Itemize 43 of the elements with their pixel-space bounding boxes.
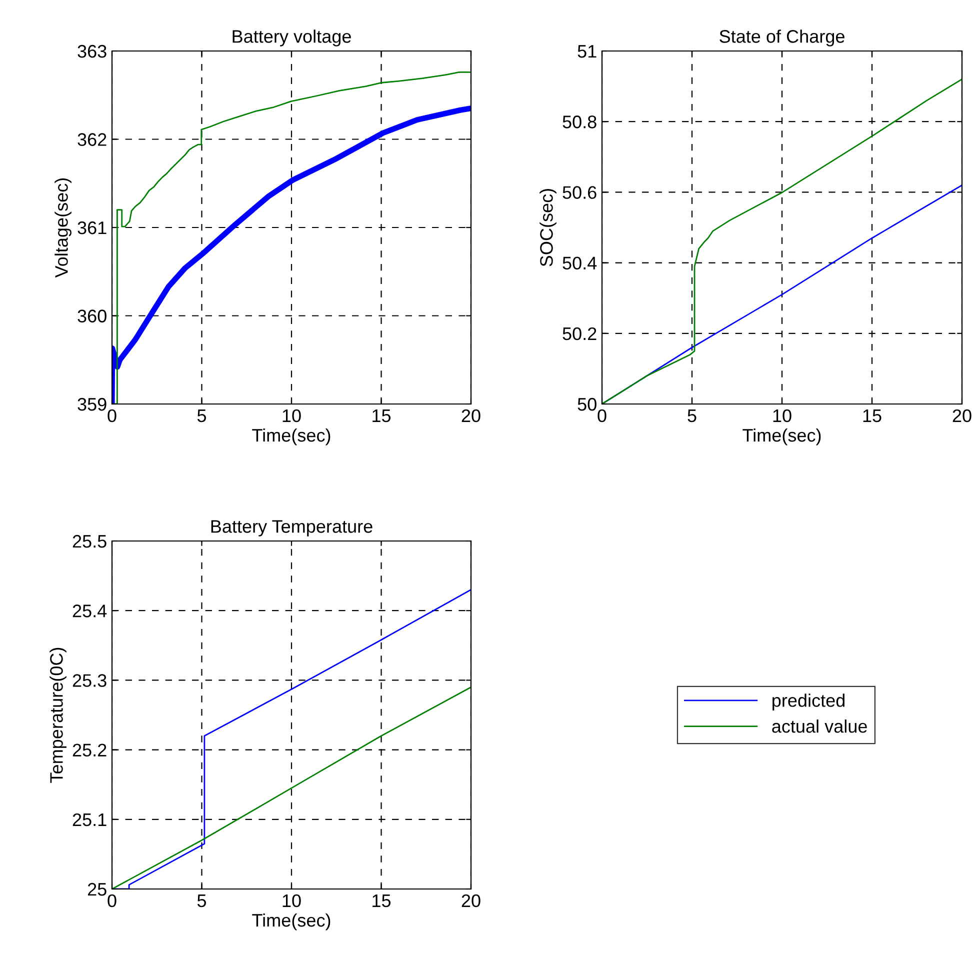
y-tick-label: 25 xyxy=(88,882,106,896)
y-tick-label: 359 xyxy=(78,398,106,411)
y-axis-title: Temperature(0C) xyxy=(50,648,66,783)
x-axis-title: Time(sec) xyxy=(252,428,330,446)
y-tick-label: 50.8 xyxy=(562,116,596,128)
x-tick-label: 5 xyxy=(197,894,206,908)
y-tick-label: 25.4 xyxy=(72,604,107,618)
x-axis-title: Time(sec) xyxy=(252,913,330,930)
legend-label: predicted xyxy=(772,694,844,710)
x-tick-label: 5 xyxy=(688,410,696,422)
x-tick-label: 20 xyxy=(952,409,972,422)
legend-label: actual value xyxy=(772,720,867,733)
y-axis-title: Voltage(sec) xyxy=(54,178,72,278)
chart-title: Battery voltage xyxy=(232,30,351,46)
x-tick-label: 0 xyxy=(108,894,116,908)
x-tick-label: 15 xyxy=(372,894,391,908)
x-tick-label: 0 xyxy=(108,409,116,422)
x-tick-label: 10 xyxy=(282,409,301,422)
x-tick-label: 15 xyxy=(372,410,391,422)
y-tick-label: 50.6 xyxy=(562,186,596,199)
x-tick-label: 20 xyxy=(462,409,480,422)
chart-title: State of Charge xyxy=(720,30,844,46)
y-tick-label: 25.2 xyxy=(72,744,106,757)
x-tick-label: 5 xyxy=(197,410,206,422)
x-tick-label: 15 xyxy=(863,410,882,422)
x-tick-label: 10 xyxy=(282,894,301,908)
y-tick-label: 50.2 xyxy=(562,327,596,340)
y-tick-label: 51 xyxy=(578,45,596,58)
chart-title: Battery Temperature xyxy=(211,520,372,536)
x-tick-label: 10 xyxy=(773,409,792,422)
y-tick-label: 363 xyxy=(78,44,106,58)
y-tick-label: 50 xyxy=(578,398,596,411)
y-tick-label: 362 xyxy=(78,133,106,146)
y-tick-label: 25.1 xyxy=(72,813,106,826)
y-tick-label: 360 xyxy=(78,310,106,322)
y-tick-label: 25.3 xyxy=(72,674,106,687)
y-tick-label: 50.4 xyxy=(562,256,597,270)
x-axis-title: Time(sec) xyxy=(742,428,821,446)
y-tick-label: 361 xyxy=(78,221,106,234)
x-tick-label: 0 xyxy=(598,409,606,422)
y-tick-label: 25.5 xyxy=(72,534,106,548)
y-axis-title: SOC(sec) xyxy=(540,188,556,266)
x-tick-label: 20 xyxy=(462,894,480,908)
